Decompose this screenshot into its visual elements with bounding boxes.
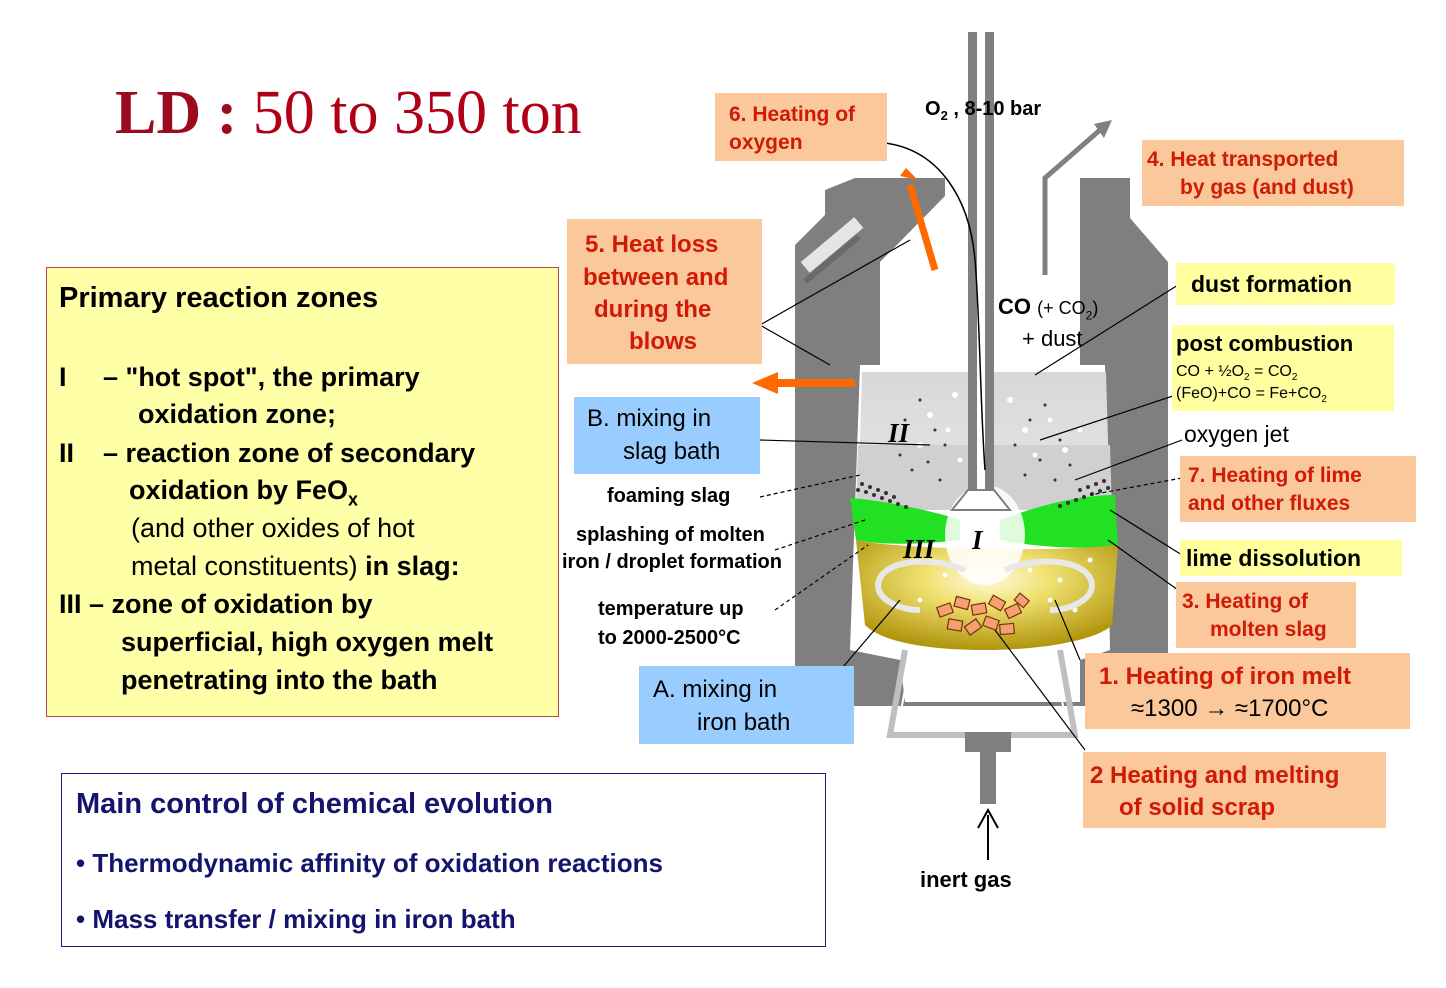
pc-eq-1: CO + ½O2 = CO2 [1176,363,1298,384]
slag-band-left [850,498,960,544]
mixing-slag-bath-box: B. mixing in slag bath [574,397,760,474]
h5-line-c: during the [594,296,712,323]
zone-iii-text-a: III – zone of oxidation by [59,589,373,619]
zone-i-label: I [972,525,983,555]
h6-line-a: 6. Heating of [729,103,856,126]
heating-of-lime-box: 7. Heating of lime and other fluxes [1180,456,1416,522]
zone-iii-text-c: penetrating into the bath [121,665,438,695]
vessel-bottom [795,690,1168,706]
zone-ii-label: II [888,418,910,448]
co-dust-label: + dust [1022,326,1083,351]
heat-transported-box: 4. Heat transported by gas (and dust) [1142,140,1404,206]
control-bullet-2: • Mass transfer / mixing in iron bath [76,904,516,934]
lime-label: lime dissolution [1186,545,1362,571]
dust-formation-box: dust formation [1176,263,1395,305]
h5-line-a: 5. Heat loss [585,231,719,258]
oxygen-jet-label: oxygen jet [1184,421,1289,447]
zone-i-text-a: – "hot spot", the primary [103,362,420,392]
heating-of-iron-melt-box: 1. Heating of iron melt ≈1300 → ≈1700°C [1085,653,1410,729]
slag-band-right [1000,495,1118,548]
control-bullet-1: • Thermodynamic affinity of oxidation re… [76,848,663,878]
zone-ii-text-c: (and other oxides of hot [131,513,415,543]
dust-label: dust formation [1191,271,1352,297]
inert-gas-label: inert gas [920,867,1012,892]
title-prefix: LD : [115,79,238,147]
splashing-label-a: splashing of molten [576,524,765,546]
post-combustion-box: post combustion CO + ½O2 = CO2 (FeO)+CO … [1172,325,1394,411]
co-label: CO (+ CO2) [998,294,1099,323]
mix-b-line-b: slag bath [623,438,721,465]
h7-line-a: 7. Heating of lime [1188,464,1362,487]
pc-eq-2: (FeO)+CO = Fe+CO2 [1176,385,1327,406]
h5-line-d: blows [629,328,698,355]
heating-melting-scrap-box: 2 Heating and melting of solid scrap [1083,752,1386,828]
temperature-label-a: temperature up [598,598,744,620]
h4-line-b: by gas (and dust) [1180,176,1354,199]
h3-line-a: 3. Heating of [1182,590,1309,613]
heat-loss-box: 5. Heat loss between and during the blow… [567,219,762,364]
splashing-label-b: iron / droplet formation [562,551,782,573]
heating-of-slag-box: 3. Heating of molten slag [1176,582,1356,648]
h5-line-b: between and [583,264,729,291]
mix-a-line-a: A. mixing in [653,676,778,703]
h6-line-b: oxygen [729,131,803,154]
lime-dissolution-box: lime dissolution [1180,540,1402,576]
zone-ii-text-a: – reaction zone of secondary [103,438,476,468]
temperature-label-b: to 2000-2500°C [598,627,741,649]
zone-ii-text-b: oxidation by FeOx [129,475,359,510]
zone-ii-num: II [59,438,75,468]
control-heading: Main control of chemical evolution [76,788,553,820]
mix-a-line-b: iron bath [697,709,791,736]
h1-line-b: ≈1300 → ≈1700°C [1131,695,1329,722]
zone-ii-text-d: metal constituents) in slag: [131,551,460,581]
foaming-slag-label: foaming slag [607,485,731,507]
title-rest: 50 to 350 ton [252,79,582,147]
h2-line-b: of solid scrap [1119,794,1276,821]
h4-line-a: 4. Heat transported [1147,148,1339,171]
zone-i-text-b: oxidation zone; [138,399,336,429]
zone-i-num: I [59,362,67,392]
h1-line-a: 1. Heating of iron melt [1099,663,1352,690]
scrap-pile [935,592,1031,636]
vessel-left-wall [795,178,945,702]
main-control-box: Main control of chemical evolution • The… [61,773,826,947]
h2-line-a: 2 Heating and melting [1090,762,1340,789]
oxygen-pressure-label: O2 , 8-10 bar [925,98,1042,123]
heating-of-oxygen-box: 6. Heating of oxygen [715,93,887,161]
h3-line-b: molten slag [1210,618,1327,641]
iron-melt [856,540,1118,650]
zone-iii-text-b: superficial, high oxygen melt [121,627,494,657]
mix-b-line-a: B. mixing in [587,405,712,432]
zones-heading: Primary reaction zones [59,282,379,314]
pc-title: post combustion [1176,331,1354,356]
vessel-right-wall [1080,178,1168,702]
mixing-iron-bath-box: A. mixing in iron bath [639,666,854,744]
h7-line-b: and other fluxes [1188,492,1351,515]
page-title: LD : 50 to 350 ton [115,78,582,149]
primary-reaction-zones-box: Primary reaction zones I – "hot spot", t… [46,267,559,717]
zone-iii-label: III [903,534,935,564]
